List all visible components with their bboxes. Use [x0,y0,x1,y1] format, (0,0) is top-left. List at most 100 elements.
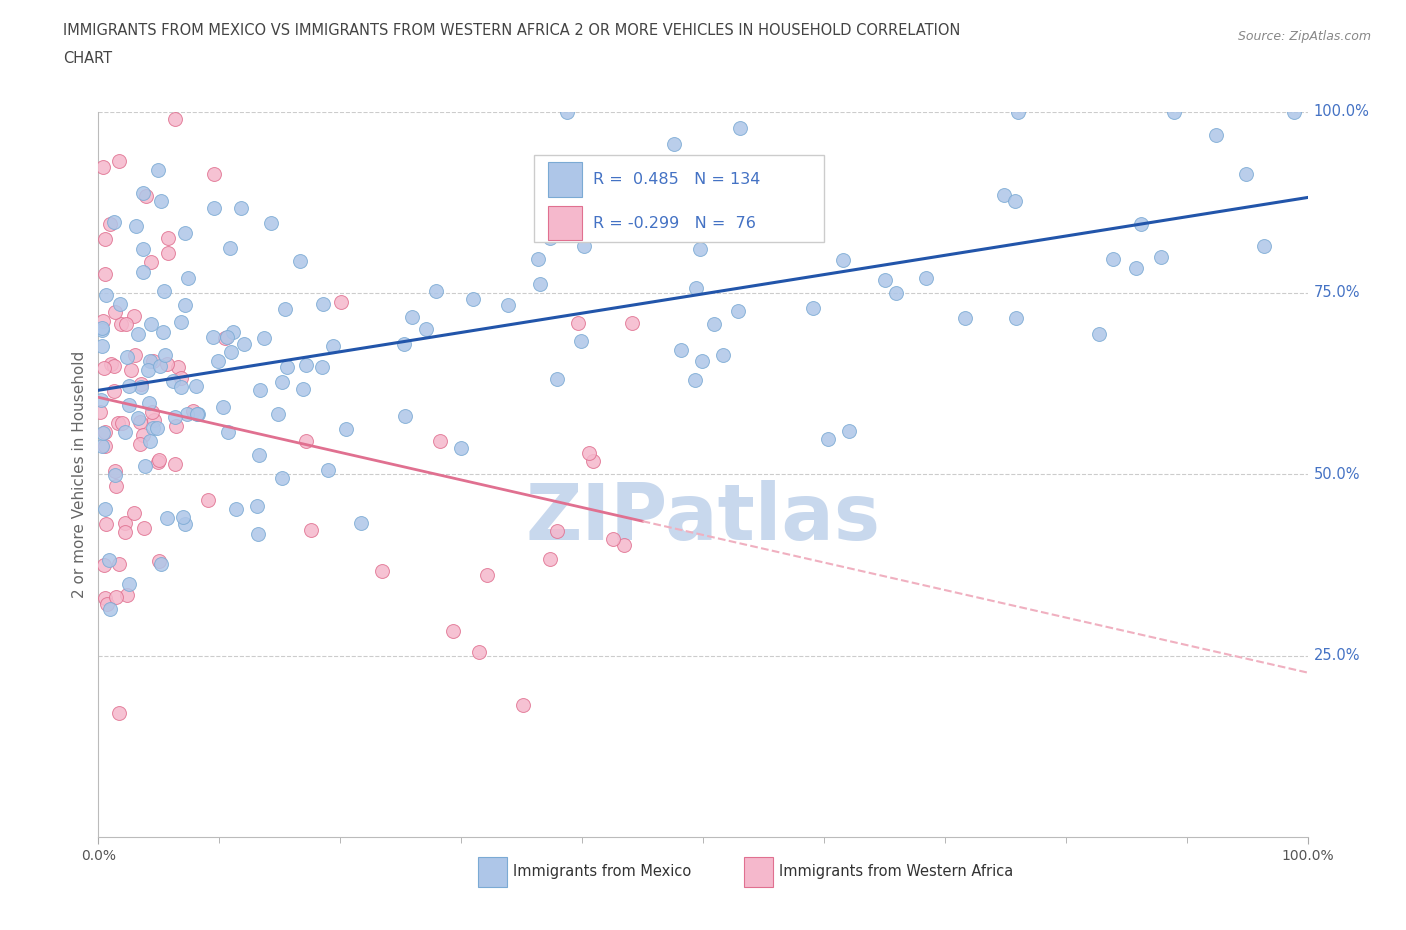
Point [132,265,155,280]
Point [202,201,225,216]
Point [270,471,292,485]
Point [172,510,194,525]
Point [141,405,163,419]
Point [529,276,551,291]
Point [131,377,153,392]
Point [817,432,839,447]
Point [212,400,235,415]
Point [108,297,131,312]
Point [176,406,198,421]
Point [1150,249,1173,264]
FancyBboxPatch shape [548,206,582,240]
Point [316,462,339,477]
FancyBboxPatch shape [534,155,824,242]
Point [441,624,464,639]
Point [187,406,209,421]
Point [94,591,117,605]
Point [1205,128,1227,143]
Point [955,311,977,325]
FancyBboxPatch shape [744,857,773,887]
Point [415,322,437,337]
Point [149,358,172,373]
Point [330,294,353,309]
Point [98,602,121,617]
Point [578,445,600,460]
Point [156,231,179,246]
Point [142,353,165,368]
Point [125,219,148,233]
Text: Immigrants from Mexico: Immigrants from Mexico [513,864,692,880]
Point [156,356,179,371]
Point [215,329,238,344]
Point [91,339,114,353]
Point [143,413,166,428]
Point [475,568,498,583]
Point [167,360,190,375]
Point [247,447,270,462]
Point [136,363,159,378]
Point [105,479,128,494]
Point [132,185,155,200]
Point [94,266,117,281]
Point [129,379,152,394]
Point [295,433,318,448]
Point [496,298,519,312]
Point [98,217,121,232]
Point [335,421,357,436]
Point [886,286,908,300]
Point [727,304,749,319]
Point [690,353,713,368]
Point [526,252,548,267]
Point [122,309,145,324]
Point [96,597,118,612]
Point [671,342,693,357]
Point [246,527,269,542]
Point [104,468,127,483]
Point [197,493,219,508]
Point [150,193,173,208]
Point [569,334,592,349]
Point [295,358,318,373]
Point [139,433,162,448]
Point [1005,311,1028,325]
Text: IMMIGRANTS FROM MEXICO VS IMMIGRANTS FROM WESTERN AFRICA 2 OR MORE VEHICLES IN H: IMMIGRANTS FROM MEXICO VS IMMIGRANTS FRO… [63,23,960,38]
Point [370,564,392,578]
Y-axis label: 2 or more Vehicles in Household: 2 or more Vehicles in Household [72,351,87,598]
Point [685,280,707,295]
FancyBboxPatch shape [548,162,582,197]
Point [582,453,605,468]
Point [104,590,127,604]
Point [165,418,187,433]
Point [184,379,207,393]
Point [186,407,208,422]
Point [174,517,197,532]
Point [132,428,155,443]
Text: R =  0.485   N = 134: R = 0.485 N = 134 [593,172,761,187]
Point [91,320,114,335]
Point [94,439,117,454]
Point [207,354,229,369]
Point [114,525,136,539]
Point [174,298,197,312]
Point [94,424,117,439]
Point [267,406,290,421]
Text: 75.0%: 75.0% [1313,286,1360,300]
Point [94,517,117,532]
Point [401,310,423,325]
Point [993,188,1015,203]
Point [875,273,897,288]
Point [249,383,271,398]
Point [135,189,157,204]
Point [1234,166,1257,181]
Point [98,552,121,567]
Point [91,439,114,454]
Point [602,532,624,547]
Point [463,291,485,306]
Point [450,440,472,455]
Point [711,348,734,363]
Point [134,458,156,473]
Point [90,392,112,407]
Point [90,323,112,338]
Point [572,238,595,253]
Point [1004,193,1026,208]
